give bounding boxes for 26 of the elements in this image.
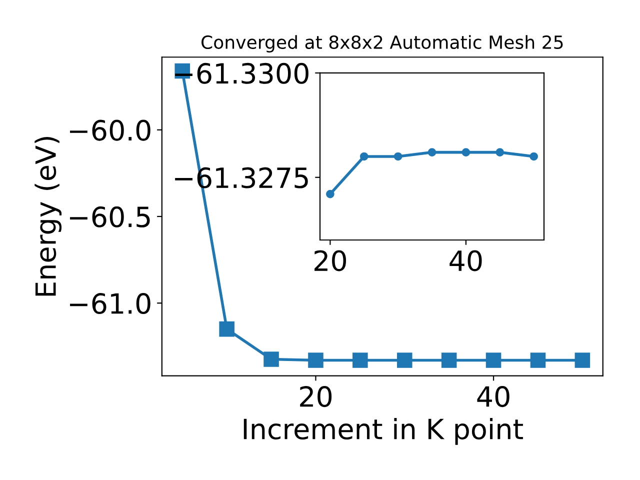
y-tick-label: −61.0 <box>70 293 150 314</box>
point <box>352 352 368 368</box>
x-axis-title: Increment in K point <box>244 418 523 445</box>
point <box>574 352 590 368</box>
point <box>530 152 538 161</box>
point <box>326 190 334 198</box>
x-tick-label: 40 <box>450 250 482 272</box>
point <box>360 152 368 161</box>
point <box>441 352 457 368</box>
point <box>264 352 279 367</box>
point <box>496 148 504 156</box>
point <box>530 352 546 368</box>
point <box>219 321 234 337</box>
point <box>308 352 324 368</box>
x-tick-label: 20 <box>314 250 346 272</box>
point <box>428 148 436 156</box>
y-tick-label: −60.0 <box>70 120 150 141</box>
y-tick-label: −60.5 <box>70 206 150 228</box>
point <box>396 352 412 368</box>
point <box>462 148 470 156</box>
x-tick-label: 40 <box>477 386 510 408</box>
chart-title: Converged at 8x8x2 Automatic Mesh 25 <box>202 35 563 53</box>
y-axis-title: Energy (eV) <box>34 136 62 296</box>
point <box>394 152 402 161</box>
point <box>486 352 502 368</box>
x-tick-label: 20 <box>300 386 332 408</box>
